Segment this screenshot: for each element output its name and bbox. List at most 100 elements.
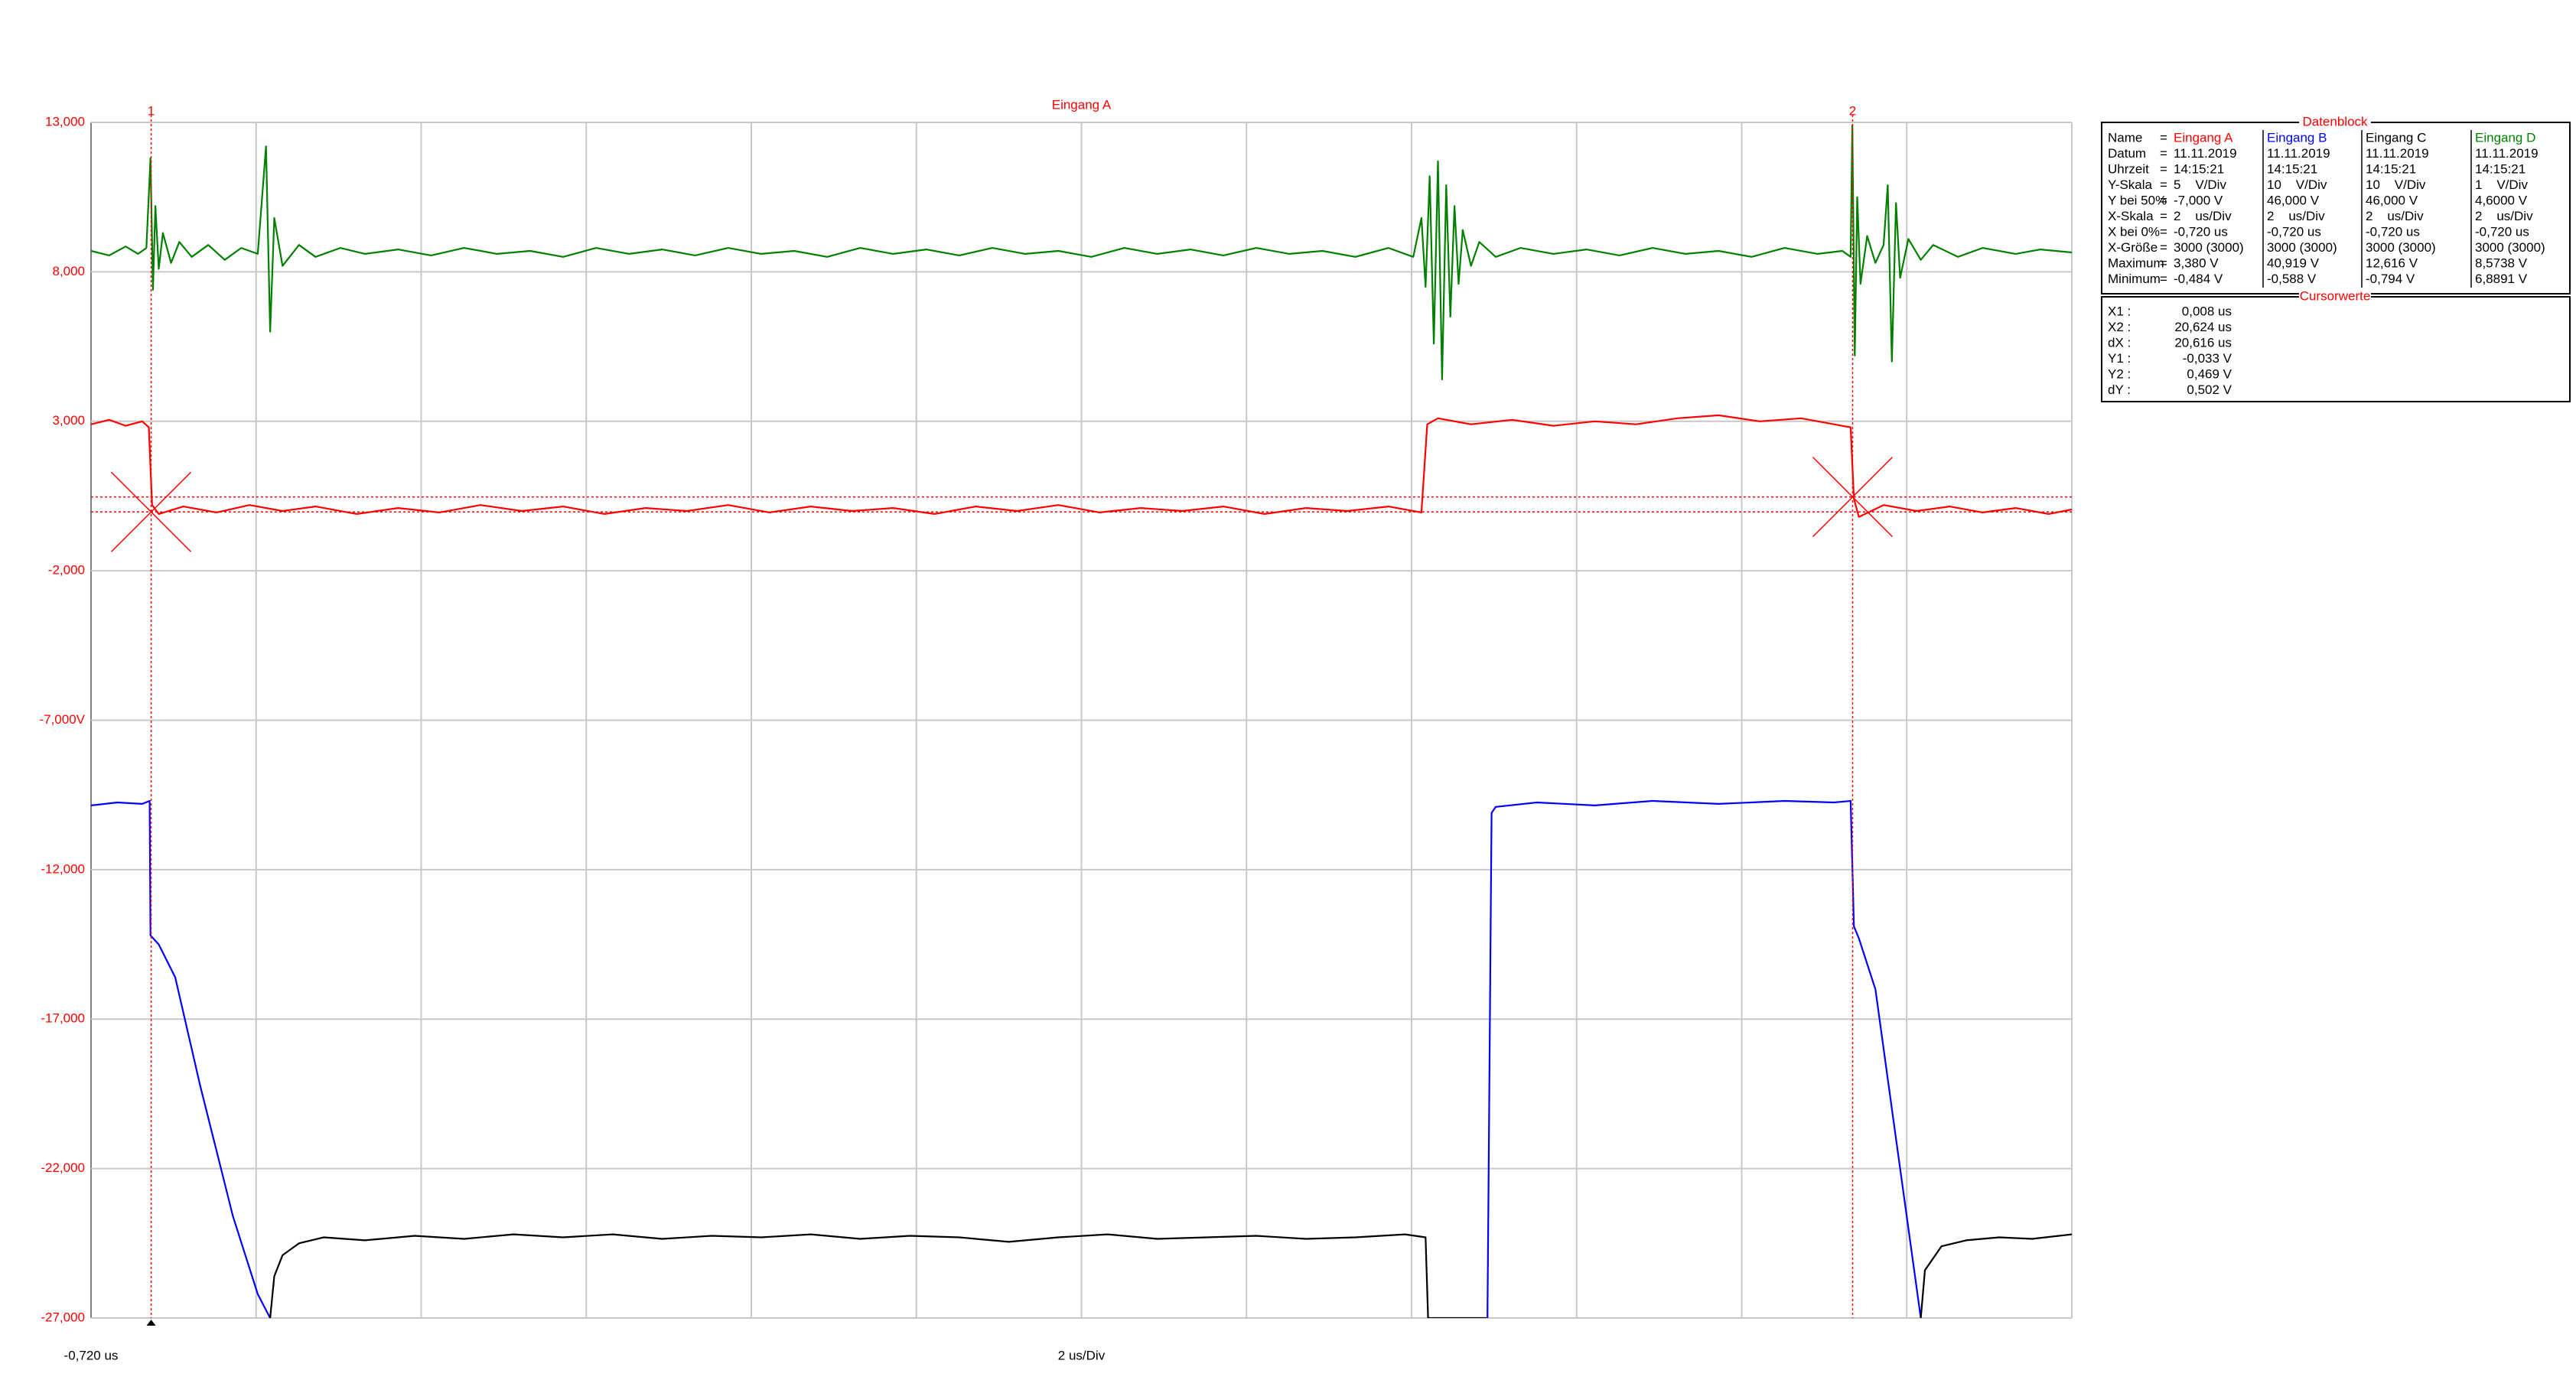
cell: 11.11.2019 — [2174, 146, 2237, 161]
cursorwerte-title: Cursorwerte — [2300, 288, 2371, 303]
separator: = — [2160, 224, 2167, 239]
cell: 3,380 V — [2174, 255, 2219, 270]
channel-name: Eingang D — [2475, 130, 2535, 145]
separator: = — [2160, 161, 2167, 176]
row-label: X-Skala — [2108, 209, 2154, 223]
row-label: Uhrzeit — [2108, 161, 2149, 176]
title-backdrop — [2299, 291, 2371, 303]
trace — [91, 799, 1922, 1318]
row-label: Y-Skala — [2108, 177, 2153, 192]
cell: 8,5738 V — [2475, 255, 2528, 270]
separator: = — [2160, 209, 2167, 223]
cursor-marker — [146, 1320, 156, 1326]
cell: 2 us/Div — [2174, 209, 2232, 223]
cell: -0,720 us — [2475, 224, 2529, 239]
separator: = — [2160, 272, 2167, 286]
separator: = — [2160, 146, 2167, 161]
x-scale-label: 2 us/Div — [1058, 1348, 1106, 1362]
cell: 40,919 V — [2267, 255, 2320, 270]
cursor-label: 1 — [148, 103, 155, 118]
y-tick-label: -12,000 — [41, 861, 85, 876]
cell: 1 V/Div — [2475, 177, 2528, 192]
cursors — [91, 115, 2072, 1326]
row-label: Minimum — [2108, 272, 2161, 286]
trace — [91, 414, 2072, 518]
cell: 5 V/Div — [2174, 177, 2226, 192]
cell: 10 V/Div — [2366, 177, 2426, 192]
cell: 2 us/Div — [2267, 209, 2325, 223]
y-tick-label: -22,000 — [41, 1160, 85, 1175]
cursor-value-label: dY : — [2108, 382, 2131, 397]
y-tick-label: -17,000 — [41, 1011, 85, 1026]
datablock-box — [2101, 122, 2571, 295]
cell: 14:15:21 — [2267, 161, 2317, 176]
cursor-label: 2 — [1849, 103, 1856, 118]
cell: 10 V/Div — [2267, 177, 2327, 192]
cell: 12,616 V — [2366, 255, 2418, 270]
row-label: Name — [2108, 130, 2142, 145]
cell: 6,8891 V — [2475, 272, 2528, 286]
row-label: X-Größe — [2108, 240, 2158, 255]
info-panel: Datenblock Name = Eingang A Eingang B Eingang… — [2101, 114, 2571, 402]
y-tick-label: -2,000 — [48, 563, 85, 578]
cell: 46,000 V — [2366, 193, 2418, 207]
cell: -0,794 V — [2366, 272, 2415, 286]
cell: 3000 (3000) — [2366, 240, 2436, 255]
trace — [269, 1233, 2072, 1318]
cursor-value-label: X1 : — [2108, 304, 2131, 318]
cursor-value: -0,033 V — [2183, 351, 2232, 366]
x-origin-label: -0,720 us — [64, 1348, 119, 1362]
y-tick-label: 13,000 — [45, 114, 85, 129]
cell: -0,720 us — [2174, 224, 2228, 239]
channel-name: Eingang B — [2267, 130, 2327, 145]
cell: -0,720 us — [2366, 224, 2420, 239]
cell: 11.11.2019 — [2366, 146, 2429, 161]
channel-name: Eingang C — [2366, 130, 2426, 145]
separator: = — [2160, 130, 2167, 145]
cursorwerte-box — [2101, 296, 2571, 402]
separator: = — [2160, 193, 2167, 207]
cell: 14:15:21 — [2366, 161, 2416, 176]
separator: = — [2160, 177, 2167, 192]
row-label: Datum — [2108, 146, 2146, 161]
cursor-cross — [1812, 457, 1894, 538]
y-tick-label: 3,000 — [52, 413, 85, 428]
trace — [91, 124, 2072, 381]
cell: 14:15:21 — [2174, 161, 2224, 176]
cell: 2 us/Div — [2366, 209, 2424, 223]
labels: 13,000 8,000 3,000 -2,000 -7,000V -12,000 -17,… — [39, 97, 1856, 1362]
title-backdrop — [2299, 116, 2371, 129]
cell: 3000 (3000) — [2475, 240, 2545, 255]
cursor-value: 20,616 us — [2174, 335, 2232, 350]
cell: 46,000 V — [2267, 193, 2320, 207]
cell: -0,588 V — [2267, 272, 2317, 286]
cell: 4,6000 V — [2475, 193, 2528, 207]
cell: 2 us/Div — [2475, 209, 2533, 223]
row-label: X bei 0% — [2108, 224, 2160, 239]
cell: 11.11.2019 — [2267, 146, 2330, 161]
y-tick-label: 8,000 — [52, 264, 85, 278]
cell: 11.11.2019 — [2475, 146, 2539, 161]
cursor-value: 0,008 us — [2182, 304, 2232, 318]
cursor-value-label: Y1 : — [2108, 351, 2131, 366]
row-label: Y bei 50% — [2108, 193, 2167, 207]
cell: 3000 (3000) — [2267, 240, 2337, 255]
cursor-cross — [111, 471, 192, 552]
datablock-title: Datenblock — [2302, 114, 2368, 129]
cursor-value: 0,469 V — [2187, 366, 2232, 381]
cell: 3000 (3000) — [2174, 240, 2244, 255]
cursor-value: 0,502 V — [2187, 382, 2232, 397]
grid — [90, 122, 2073, 1319]
cursor-value-label: X2 : — [2108, 320, 2131, 334]
cell: 14:15:21 — [2475, 161, 2526, 176]
cursor-value: 20,624 us — [2174, 320, 2232, 334]
cell: -7,000 V — [2174, 193, 2223, 207]
traces — [91, 124, 2072, 1318]
cursor-value-label: Y2 : — [2108, 366, 2131, 381]
row-label: Maximum — [2108, 255, 2164, 270]
separator: = — [2160, 255, 2167, 270]
y-tick-label: -27,000 — [41, 1310, 85, 1324]
channel-name: Eingang A — [2174, 130, 2233, 145]
